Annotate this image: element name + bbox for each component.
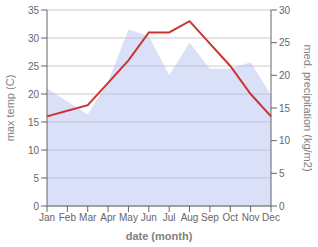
svg-text:5: 5 <box>33 173 39 184</box>
svg-text:Aug: Aug <box>181 212 199 223</box>
svg-text:35: 35 <box>28 5 40 16</box>
svg-text:Oct: Oct <box>222 212 238 223</box>
svg-text:25: 25 <box>28 61 40 72</box>
svg-text:0: 0 <box>279 201 285 212</box>
svg-text:0: 0 <box>33 201 39 212</box>
svg-text:Feb: Feb <box>59 212 77 223</box>
svg-text:20: 20 <box>279 70 291 81</box>
svg-text:Apr: Apr <box>100 212 116 223</box>
svg-text:med. precipitation (kg/m2): med. precipitation (kg/m2) <box>302 44 310 171</box>
svg-text:May: May <box>119 212 138 223</box>
svg-text:30: 30 <box>279 5 291 16</box>
svg-text:30: 30 <box>28 33 40 44</box>
svg-text:15: 15 <box>28 117 40 128</box>
svg-text:25: 25 <box>279 37 291 48</box>
svg-text:max temp (C): max temp (C) <box>8 75 16 142</box>
svg-text:10: 10 <box>279 135 291 146</box>
svg-text:date (month): date (month) <box>126 230 193 242</box>
svg-text:15: 15 <box>279 103 291 114</box>
svg-text:5: 5 <box>279 168 285 179</box>
svg-text:10: 10 <box>28 145 40 156</box>
svg-text:Jul: Jul <box>163 212 176 223</box>
svg-text:Mar: Mar <box>79 212 97 223</box>
svg-text:Dec: Dec <box>262 212 280 223</box>
svg-text:20: 20 <box>28 89 40 100</box>
svg-text:Jan: Jan <box>39 212 55 223</box>
svg-text:Nov: Nov <box>242 212 260 223</box>
svg-text:Sep: Sep <box>201 212 219 223</box>
svg-text:Jun: Jun <box>141 212 157 223</box>
